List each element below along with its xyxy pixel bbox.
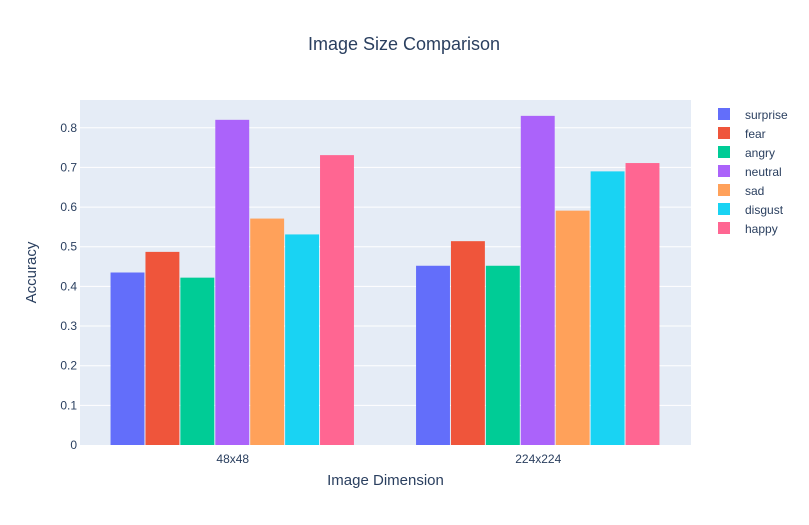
bar-disgust-48x48[interactable] bbox=[285, 234, 320, 445]
y-tick-label: 0.1 bbox=[60, 398, 77, 412]
legend-label: angry bbox=[745, 146, 775, 160]
bar-surprise-48x48[interactable] bbox=[110, 272, 145, 446]
legend-swatch bbox=[718, 184, 730, 196]
legend-label: surprise bbox=[745, 108, 788, 122]
bars-group bbox=[110, 115, 660, 446]
bar-fear-224x224[interactable] bbox=[450, 241, 485, 445]
bar-fear-48x48[interactable] bbox=[145, 251, 180, 445]
chart-title: Image Size Comparison bbox=[308, 34, 500, 54]
legend-swatch bbox=[718, 146, 730, 158]
y-axis-ticks: 0 0.1 0.2 0.3 0.4 0.5 0.6 0.7 0.8 bbox=[60, 121, 77, 452]
legend-swatch bbox=[718, 165, 730, 177]
bar-surprise-224x224[interactable] bbox=[416, 265, 450, 445]
legend-label: neutral bbox=[745, 165, 782, 179]
y-tick-label: 0.3 bbox=[60, 319, 77, 333]
x-tick-label: 224x224 bbox=[515, 452, 561, 466]
y-tick-label: 0.6 bbox=[60, 200, 77, 214]
legend-item-surprise[interactable]: surprise bbox=[718, 108, 788, 122]
bar-angry-48x48[interactable] bbox=[180, 277, 215, 445]
y-axis-title: Accuracy bbox=[23, 241, 40, 303]
y-tick-label: 0.4 bbox=[60, 279, 77, 293]
bar-disgust-224x224[interactable] bbox=[590, 171, 625, 445]
bar-happy-48x48[interactable] bbox=[320, 155, 354, 445]
bar-happy-224x224[interactable] bbox=[625, 163, 660, 445]
y-tick-label: 0.2 bbox=[60, 359, 77, 373]
legend-item-happy[interactable]: happy bbox=[718, 222, 778, 236]
legend-label: sad bbox=[745, 184, 764, 198]
bar-neutral-224x224[interactable] bbox=[520, 115, 555, 446]
y-tick-label: 0 bbox=[70, 438, 77, 452]
legend-item-disgust[interactable]: disgust bbox=[718, 203, 784, 217]
x-axis-title: Image Dimension bbox=[327, 472, 444, 489]
legend-item-fear[interactable]: fear bbox=[718, 127, 766, 141]
y-tick-label: 0.7 bbox=[60, 160, 77, 174]
x-tick-label: 48x48 bbox=[216, 452, 249, 466]
bar-angry-224x224[interactable] bbox=[485, 265, 520, 445]
legend-swatch bbox=[718, 222, 730, 234]
legend-label: happy bbox=[745, 222, 778, 236]
bar-sad-224x224[interactable] bbox=[555, 210, 590, 445]
legend-item-sad[interactable]: sad bbox=[718, 184, 764, 198]
bar-neutral-48x48[interactable] bbox=[215, 119, 250, 446]
legend-swatch bbox=[718, 127, 730, 139]
legend-label: fear bbox=[745, 127, 766, 141]
x-axis-ticks: 48x48 224x224 bbox=[216, 452, 561, 466]
legend: surprise fear angry neutral sad disgust happy bbox=[718, 108, 788, 236]
bar-sad-48x48[interactable] bbox=[250, 218, 285, 445]
y-tick-label: 0.5 bbox=[60, 240, 77, 254]
legend-swatch bbox=[718, 203, 730, 215]
y-tick-label: 0.8 bbox=[60, 121, 77, 135]
legend-item-neutral[interactable]: neutral bbox=[718, 165, 782, 179]
legend-item-angry[interactable]: angry bbox=[718, 146, 775, 160]
legend-label: disgust bbox=[745, 203, 784, 217]
legend-swatch bbox=[718, 108, 730, 120]
